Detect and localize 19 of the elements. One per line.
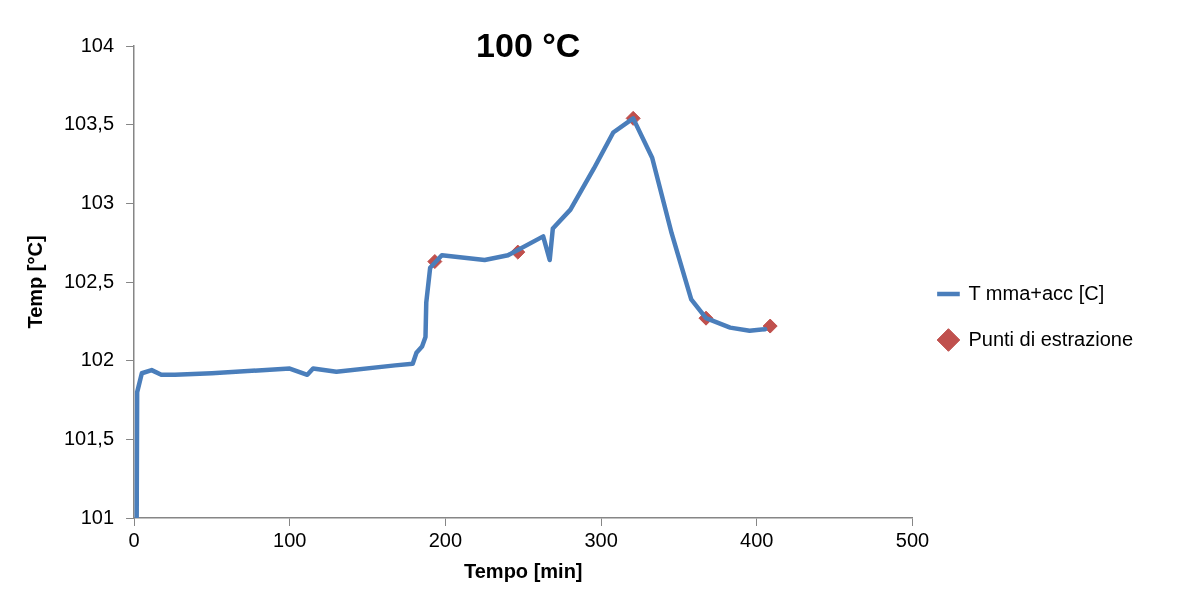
y-axis-title: Temp [°C]: [23, 235, 46, 329]
y-tick-label: 101: [80, 505, 115, 528]
chart-title: 100 °C: [476, 26, 581, 65]
x-tick-label: 100: [273, 528, 307, 551]
x-tick-label: 300: [584, 528, 618, 551]
x-axis-title: Tempo [min]: [464, 559, 583, 582]
y-tick-label: 102,5: [63, 269, 115, 292]
point: [762, 318, 778, 334]
y-tick-label: 103,5: [63, 112, 115, 135]
x-tick-label: 500: [895, 528, 930, 551]
legend-label: T mma+acc [C]: [968, 281, 1105, 304]
y-tick-label: 102: [80, 348, 115, 371]
y-tick-label: 101,5: [63, 426, 115, 449]
x-tick-label: 0: [128, 528, 140, 551]
legend-label: Punti di estrazione: [968, 327, 1134, 350]
x-tick-label: 400: [740, 528, 774, 551]
x-tick-label: 200: [428, 528, 463, 551]
y-tick-label: 104: [80, 33, 115, 56]
y-tick-label: 103: [80, 190, 115, 213]
